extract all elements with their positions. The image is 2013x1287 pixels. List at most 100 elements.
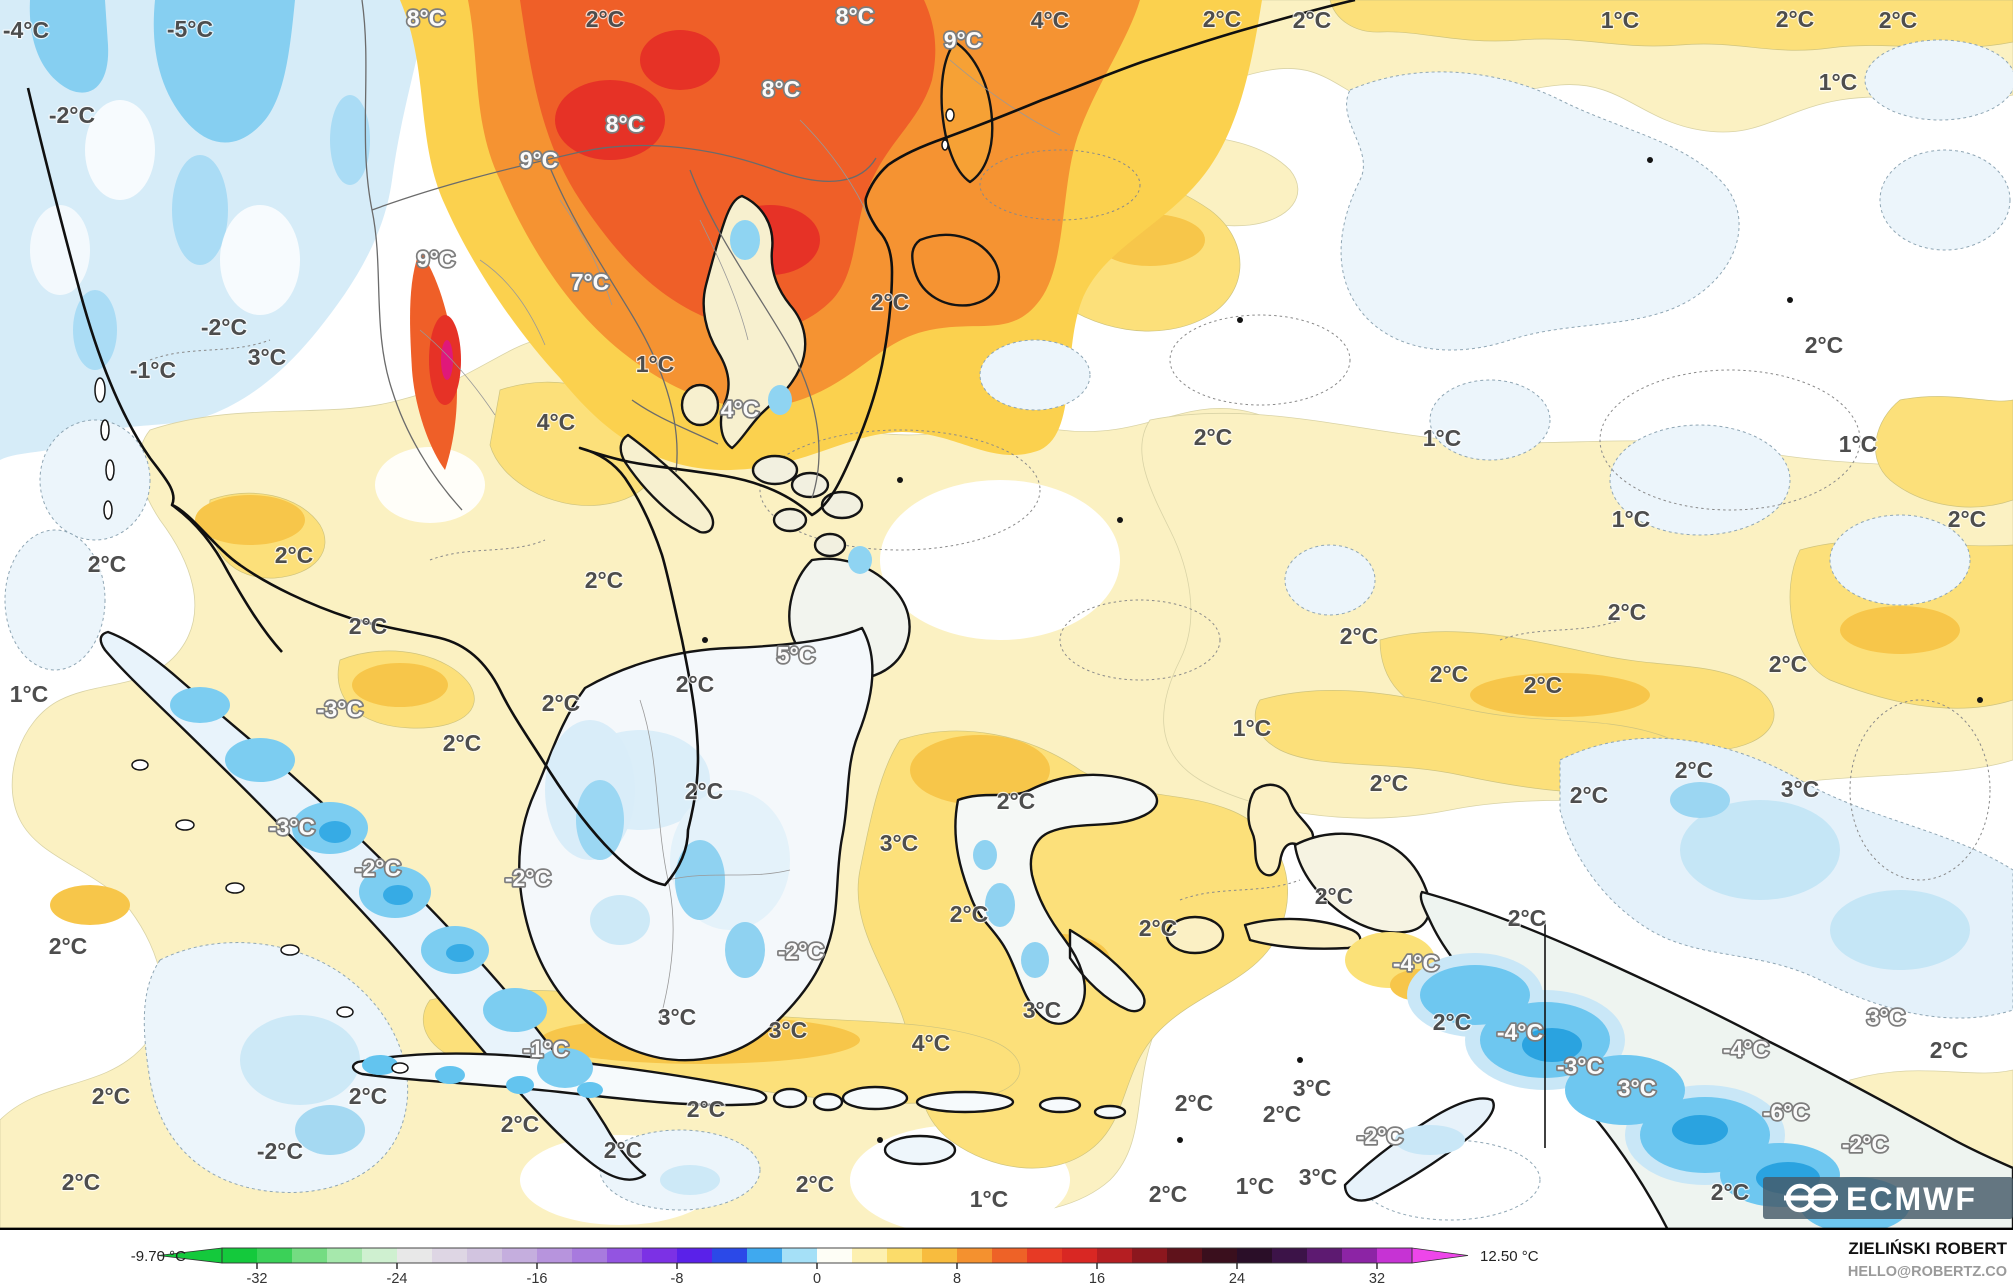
temperature-anomaly-map: -4°C-5°C8°C2°C8°C9°C4°C2°C2°C1°C2°C2°C1°… — [0, 0, 2013, 1230]
temp-label: 2°C — [1293, 7, 1332, 33]
colorbar-segment — [1237, 1248, 1272, 1263]
temp-label: 2°C — [88, 551, 127, 577]
colorbar-segment — [1097, 1248, 1132, 1263]
colorbar-segment — [1167, 1248, 1202, 1263]
temp-label: 2°C — [1948, 506, 1987, 532]
mindoro — [682, 385, 718, 425]
colorbar-segment — [642, 1248, 677, 1263]
temp-label: 1°C — [636, 351, 675, 377]
ecmwf-logo-text: ECMWF — [1846, 1181, 1977, 1217]
colorbar-segment — [1307, 1248, 1342, 1263]
colorbar-segment — [677, 1248, 712, 1263]
temp-label: 2°C — [871, 289, 910, 315]
temp-label: -4°C — [1723, 1036, 1769, 1062]
colorbar-segment — [887, 1248, 922, 1263]
temp-label: 1°C — [10, 681, 49, 707]
colorbar-tick-label: 0 — [813, 1271, 821, 1287]
temp-label: -6°C — [1763, 1099, 1809, 1125]
temp-label: 2°C — [1315, 883, 1354, 909]
colorbar-tick-label: -8 — [671, 1271, 684, 1287]
colorbar-segment — [1377, 1248, 1412, 1263]
temp-label: 2°C — [1370, 770, 1409, 796]
colorbar-segment — [712, 1248, 747, 1263]
colorbar-segment — [397, 1248, 432, 1263]
colorbar-segment — [572, 1248, 607, 1263]
colorbar-segment — [1027, 1248, 1062, 1263]
colorbar-tick-label: -32 — [247, 1271, 268, 1287]
temp-label: -1°C — [523, 1036, 569, 1062]
temp-label: 2°C — [1149, 1181, 1188, 1207]
temp-label: 2°C — [349, 1083, 388, 1109]
colorbar-segment — [222, 1248, 257, 1263]
temp-label: 2°C — [92, 1083, 131, 1109]
temp-label: 2°C — [997, 788, 1036, 814]
temp-label: 2°C — [275, 542, 314, 568]
temp-label: 2°C — [1430, 661, 1469, 687]
temp-label: 9°C — [944, 27, 983, 53]
temp-label: 4°C — [537, 409, 576, 435]
scale-max-value: 12.50 °C — [1480, 1248, 1539, 1265]
colorbar-segment — [1342, 1248, 1377, 1263]
weather-map-page: -4°C-5°C8°C2°C8°C9°C4°C2°C2°C1°C2°C2°C1°… — [0, 0, 2013, 1287]
temp-label: 3°C — [658, 1004, 697, 1030]
colorbar-segment — [362, 1248, 397, 1263]
colorbar-segment — [1132, 1248, 1167, 1263]
colorbar-segment — [782, 1248, 817, 1263]
contact-credit: HELLO@ROBERTZ.CO — [1848, 1264, 2007, 1280]
temp-label: 2°C — [443, 730, 482, 756]
temp-label: -2°C — [49, 102, 95, 128]
temp-label: -2°C — [778, 938, 824, 964]
colorbar-segment — [1062, 1248, 1097, 1263]
temp-label: 8°C — [836, 3, 875, 29]
temp-label: 2°C — [585, 567, 624, 593]
temp-label: 1°C — [1601, 7, 1640, 33]
colorbar-segment — [817, 1248, 852, 1263]
footer: -32-24-16-808162432 -9.70 °C 12.50 °C ZI… — [0, 1230, 2013, 1287]
temp-label: 3°C — [248, 344, 287, 370]
temp-label: -2°C — [1842, 1131, 1888, 1157]
temp-label: 2°C — [1194, 424, 1233, 450]
colorbar-tick-label: 32 — [1369, 1271, 1385, 1287]
temp-label: 5°C — [777, 642, 816, 668]
temp-label: -2°C — [355, 855, 401, 881]
temp-label: 2°C — [349, 613, 388, 639]
scale-min-value: -9.70 °C — [131, 1248, 186, 1265]
temp-label: 2°C — [604, 1137, 643, 1163]
colorbar-segment — [1272, 1248, 1307, 1263]
temp-label: 2°C — [1263, 1101, 1302, 1127]
temp-label: -2°C — [257, 1138, 303, 1164]
temp-label: -4°C — [3, 17, 49, 43]
colorbar-segment — [292, 1248, 327, 1263]
temp-label: 3°C — [1293, 1075, 1332, 1101]
temp-label: 8°C — [407, 5, 446, 31]
temp-label: 2°C — [1508, 905, 1547, 931]
colorbar-segment — [502, 1248, 537, 1263]
temp-label: 1°C — [1819, 69, 1858, 95]
temp-label: 2°C — [1433, 1009, 1472, 1035]
temp-label: 2°C — [1930, 1037, 1969, 1063]
colorbar-tick-label: 24 — [1229, 1271, 1245, 1287]
temp-label: 1°C — [1236, 1173, 1275, 1199]
temp-label: -3°C — [269, 814, 315, 840]
temp-label: 1°C — [970, 1186, 1009, 1212]
temp-label: 2°C — [501, 1111, 540, 1137]
colorbar-segment — [747, 1248, 782, 1263]
temp-label: 4°C — [721, 396, 760, 422]
temp-label: 8°C — [762, 76, 801, 102]
temp-label: 2°C — [586, 6, 625, 32]
temp-label: 7°C — [571, 269, 610, 295]
temp-label: -1°C — [130, 357, 176, 383]
temp-label: 2°C — [1524, 672, 1563, 698]
temp-label: 2°C — [542, 690, 581, 716]
temp-label: -2°C — [1357, 1123, 1403, 1149]
temp-label: -3°C — [1557, 1053, 1603, 1079]
colorbar-tick-label: -24 — [387, 1271, 408, 1287]
temp-label: 8°C — [606, 111, 645, 137]
temp-label: 2°C — [796, 1171, 835, 1197]
temp-label: 2°C — [1805, 332, 1844, 358]
temp-label: 2°C — [1608, 599, 1647, 625]
temp-label: 4°C — [912, 1030, 951, 1056]
temp-label: 3°C — [1867, 1004, 1906, 1030]
temp-label: 1°C — [1423, 425, 1462, 451]
temp-label: -3°C — [317, 696, 363, 722]
